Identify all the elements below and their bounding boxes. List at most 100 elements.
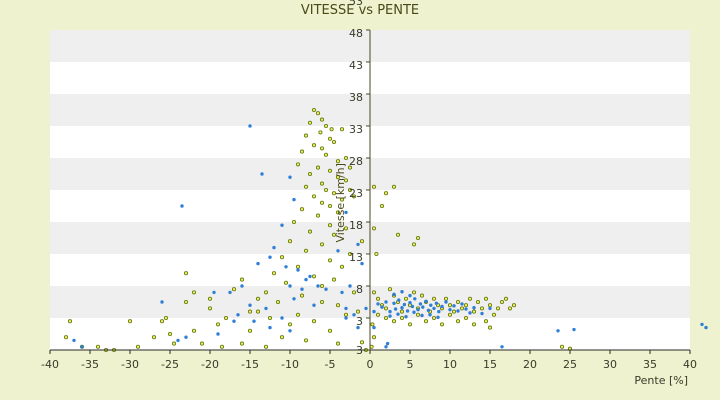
data-point: [487, 303, 493, 308]
y-tick-label: 18: [349, 219, 363, 232]
data-point: [347, 251, 353, 257]
data-point: [451, 309, 457, 314]
data-point: [448, 307, 452, 312]
y-tick-label: 53: [349, 0, 363, 8]
data-point: [488, 306, 492, 311]
data-point: [336, 249, 340, 253]
data-point: [384, 345, 388, 349]
data-point: [399, 309, 405, 314]
data-point: [383, 315, 389, 321]
data-point: [319, 242, 325, 247]
data-point: [339, 197, 345, 202]
data-point: [256, 261, 260, 266]
data-point: [339, 264, 345, 269]
data-point: [280, 223, 284, 227]
data-point: [283, 280, 289, 285]
data-point: [572, 327, 576, 332]
data-point: [464, 307, 468, 311]
data-point: [374, 251, 379, 257]
data-point: [255, 309, 261, 314]
data-point: [511, 303, 517, 308]
data-point: [307, 120, 313, 125]
data-point: [404, 315, 408, 319]
y-tick-label: 48: [349, 27, 363, 40]
data-point: [72, 338, 76, 343]
data-point: [391, 319, 397, 324]
y-tick-label: 3: [356, 344, 363, 357]
data-point: [399, 315, 405, 321]
data-point: [355, 309, 361, 314]
series-2: [72, 124, 708, 349]
x-tick-label: 5: [407, 358, 414, 371]
data-point: [315, 165, 321, 170]
data-point: [323, 187, 329, 193]
data-point: [319, 181, 325, 186]
data-point: [323, 123, 329, 129]
y-tick-label: 28: [349, 155, 363, 168]
data-point: [371, 226, 377, 231]
data-point: [171, 341, 177, 346]
data-point: [287, 322, 293, 327]
data-point: [240, 284, 244, 288]
data-point: [252, 319, 256, 323]
x-tick-label: 0: [367, 358, 374, 371]
x-tick-label: 25: [563, 358, 577, 371]
data-point: [407, 322, 413, 327]
data-point: [471, 322, 477, 327]
data-point: [260, 172, 264, 176]
data-point: [331, 232, 337, 237]
data-point: [303, 248, 309, 253]
data-point: [419, 293, 425, 298]
data-point: [324, 287, 328, 291]
data-point: [319, 200, 325, 205]
data-point: [507, 306, 513, 311]
data-point: [319, 299, 325, 305]
data-point: [307, 171, 313, 177]
y-tick-label: 3: [356, 315, 363, 328]
data-point: [315, 111, 321, 116]
data-point: [375, 296, 381, 301]
data-point: [371, 184, 377, 189]
data-point: [360, 261, 364, 266]
data-point: [311, 143, 317, 148]
data-point: [299, 149, 305, 154]
data-point: [413, 297, 417, 301]
data-point: [216, 332, 220, 336]
data-point: [443, 296, 449, 301]
data-point: [434, 301, 439, 305]
data-point: [299, 293, 305, 298]
data-point: [392, 301, 396, 305]
data-point: [95, 344, 101, 349]
data-point: [63, 335, 69, 340]
x-tick-label: 35: [643, 358, 657, 371]
data-point: [239, 277, 245, 282]
data-point: [383, 306, 389, 311]
x-tick-label: 10: [443, 358, 457, 371]
data-point: [291, 219, 297, 225]
data-point: [359, 239, 365, 244]
data-point: [400, 306, 404, 310]
data-point: [292, 197, 296, 202]
data-point: [420, 313, 424, 318]
data-point: [207, 306, 213, 311]
data-point: [247, 328, 253, 333]
data-point: [287, 239, 293, 244]
data-point: [437, 309, 441, 314]
data-point: [191, 328, 197, 333]
data-point: [395, 232, 401, 237]
data-point: [303, 184, 309, 189]
data-point: [410, 304, 415, 309]
data-point: [393, 307, 398, 311]
data-point: [380, 305, 384, 309]
data-point: [327, 258, 333, 263]
data-point: [292, 297, 296, 301]
data-point: [403, 296, 409, 301]
data-point: [327, 223, 333, 228]
data-point: [316, 284, 320, 288]
data-point: [191, 290, 197, 295]
data-point: [483, 319, 489, 324]
data-point: [284, 265, 288, 269]
data-point: [327, 136, 333, 141]
